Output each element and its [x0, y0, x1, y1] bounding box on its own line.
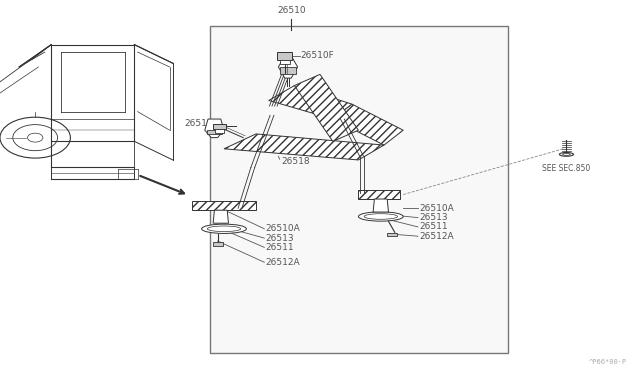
Text: 26510A: 26510A	[419, 204, 454, 213]
Text: 26510: 26510	[277, 6, 305, 15]
Polygon shape	[213, 210, 228, 223]
Text: 26512A: 26512A	[266, 258, 300, 267]
Ellipse shape	[559, 153, 573, 156]
Polygon shape	[213, 124, 226, 129]
Text: 26510A: 26510A	[266, 224, 300, 233]
Polygon shape	[358, 190, 400, 199]
Polygon shape	[333, 104, 403, 145]
Text: ^P66*00·P: ^P66*00·P	[589, 359, 627, 365]
Polygon shape	[373, 199, 388, 212]
Polygon shape	[207, 130, 222, 134]
Polygon shape	[215, 129, 224, 133]
Bar	[210, 26, 508, 353]
Text: 26510F: 26510F	[184, 119, 218, 128]
Polygon shape	[278, 56, 298, 78]
Text: 26518: 26518	[282, 157, 310, 166]
Polygon shape	[224, 134, 384, 160]
Polygon shape	[269, 86, 352, 119]
Text: 26512A: 26512A	[419, 232, 454, 241]
Text: 26511: 26511	[266, 243, 294, 252]
Polygon shape	[213, 242, 223, 246]
Polygon shape	[387, 232, 397, 236]
Polygon shape	[280, 60, 290, 64]
Ellipse shape	[358, 212, 403, 221]
Text: SEE SEC.850: SEE SEC.850	[542, 164, 591, 173]
Polygon shape	[294, 74, 358, 141]
Text: 26510F: 26510F	[301, 51, 335, 60]
Text: 26511: 26511	[419, 222, 448, 231]
Polygon shape	[192, 201, 256, 210]
Ellipse shape	[202, 224, 246, 234]
Polygon shape	[277, 52, 292, 60]
Text: 26513: 26513	[419, 213, 448, 222]
Polygon shape	[205, 119, 224, 138]
Polygon shape	[280, 67, 296, 74]
Text: 26513: 26513	[266, 234, 294, 243]
